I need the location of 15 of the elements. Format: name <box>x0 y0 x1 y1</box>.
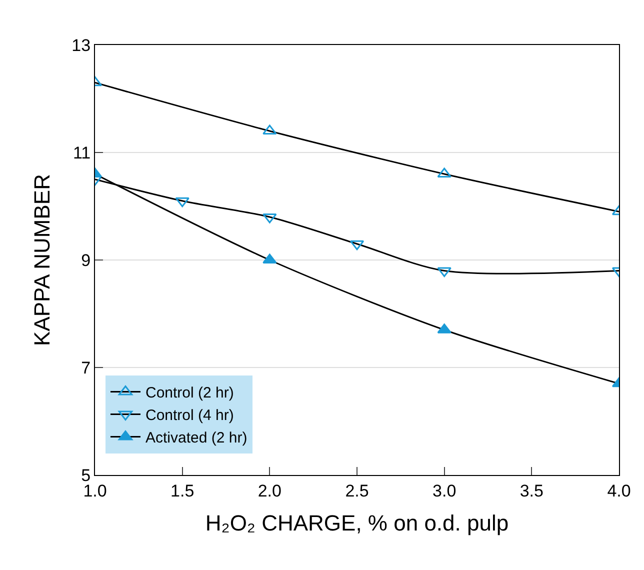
y-tick-label: 7 <box>81 358 91 378</box>
y-tick-label: 9 <box>81 250 91 270</box>
y-tick-label: 11 <box>72 143 91 162</box>
x-tick-label: 3.5 <box>520 481 544 500</box>
y-tick-label: 13 <box>72 36 91 55</box>
x-tick-label: 3.0 <box>432 481 456 500</box>
x-tick-label: 4.0 <box>607 481 631 500</box>
x-axis-title: H₂O₂ CHARGE, % on o.d. pulp <box>205 510 509 536</box>
y-axis-title: KAPPA NUMBER <box>29 174 54 346</box>
legend-label: Control (2 hr) <box>145 384 234 402</box>
legend-label: Control (4 hr) <box>145 407 234 424</box>
x-tick-label: 2.5 <box>345 481 369 500</box>
legend-label: Activated (2 hr) <box>145 430 248 447</box>
x-tick-label: 1.5 <box>170 481 194 500</box>
x-tick-label: 2.0 <box>258 481 282 500</box>
